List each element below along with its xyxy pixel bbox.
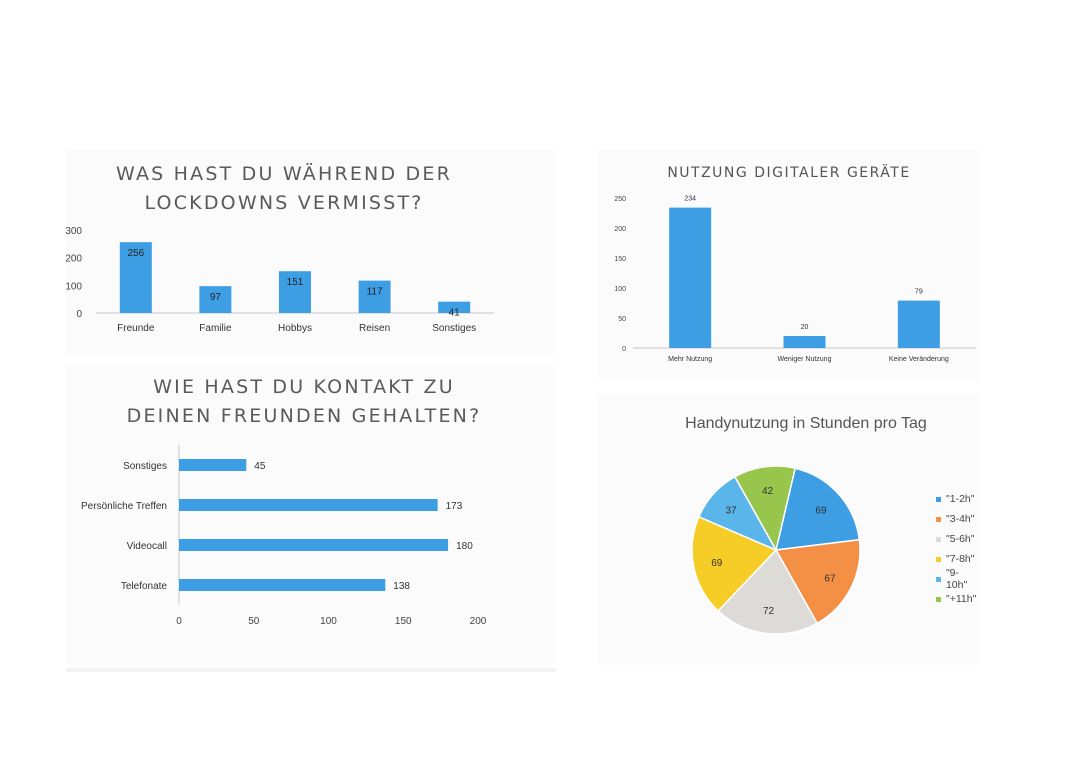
data-label: 41 <box>449 308 461 319</box>
legend-item: "7-8h" <box>936 549 980 569</box>
legend-item: "9-10h" <box>936 567 980 591</box>
slice-label: 69 <box>815 506 827 517</box>
y-tick-label: 150 <box>614 256 626 263</box>
bar <box>179 459 247 471</box>
x-tick-label: 0 <box>176 616 182 627</box>
x-tick-label: Mehr Nutzung <box>668 356 712 363</box>
y-tick-label: 100 <box>65 281 82 292</box>
bar <box>897 300 940 348</box>
y-tick-label: Sonstiges <box>123 461 167 472</box>
chart-title: NUTZUNG DIGITALER GERÄTE <box>667 165 911 181</box>
x-tick-label: Keine Veränderung <box>889 356 949 363</box>
bar <box>358 280 391 313</box>
legend-swatch <box>936 516 941 522</box>
y-tick-label: 300 <box>65 226 82 237</box>
y-tick-label: 0 <box>622 346 626 353</box>
legend-item: "3-4h" <box>936 509 980 529</box>
x-tick-label: 100 <box>320 616 337 627</box>
legend-swatch <box>936 496 941 502</box>
pie-slice <box>733 465 797 553</box>
x-tick-label: Familie <box>199 323 232 334</box>
x-tick-label: 200 <box>470 616 487 627</box>
bar <box>119 242 152 313</box>
bar <box>199 286 232 313</box>
legend-label: "5-6h" <box>946 533 975 545</box>
bar <box>669 207 712 348</box>
data-label: 20 <box>801 324 809 331</box>
data-label: 180 <box>456 541 473 552</box>
data-label: 97 <box>210 292 222 303</box>
legend-item: "1-2h" <box>936 489 980 509</box>
y-tick-label: 200 <box>65 254 82 265</box>
bar <box>279 271 311 313</box>
legend-item: "+11h" <box>936 589 980 609</box>
x-tick-label: Hobbys <box>278 323 312 334</box>
contact-chart-plot: 45 Sonstiges 173 Persönliche Treffen 180 Vide… <box>81 445 487 627</box>
legend-item: "5-6h" <box>936 529 980 549</box>
legend-label: "+11h" <box>946 593 977 605</box>
legend-swatch <box>936 556 941 562</box>
missed-chart: WAS HAST DU WÄHREND DER LOCKDOWNS VERMIS… <box>65 150 556 355</box>
pie-slice <box>717 548 819 635</box>
devices-chart: NUTZUNG DIGITALER GERÄTE 0 50 100 150 200 250… <box>598 150 980 380</box>
y-tick-label: Telefonate <box>121 581 168 592</box>
data-label: 117 <box>367 287 383 298</box>
legend-label: "9-10h" <box>945 567 968 591</box>
missed-chart-plot: 0 100 200 300 256 Freunde 97 Familie 151 Hobbys 11… <box>65 226 494 334</box>
legend-label: "3-4h" <box>946 513 975 525</box>
slice-label: 42 <box>762 486 774 497</box>
phone-chart: Handynutzung in Stunden pro Tag 69 67 72 69… <box>598 395 980 665</box>
data-label: 173 <box>446 501 463 512</box>
chart-title: Handynutzung in Stunden pro Tag <box>685 415 927 432</box>
x-tick-label: Weniger Nutzung <box>778 356 832 363</box>
pie-slice <box>775 467 861 551</box>
chart-legend: "1-2h" "3-4h" "5-6h" "7-8h" "9-10h" "+11h" <box>936 489 980 609</box>
x-tick-label: Sonstiges <box>432 323 476 334</box>
data-label: 256 <box>127 248 144 259</box>
legend-swatch <box>936 596 941 602</box>
data-label: 151 <box>287 277 304 288</box>
y-tick-label: Videocall <box>127 541 167 552</box>
data-label: 234 <box>684 196 696 203</box>
bar <box>179 499 438 511</box>
x-tick-label: 150 <box>395 616 412 627</box>
bar <box>179 539 449 551</box>
y-tick-label: 50 <box>618 316 626 323</box>
chart-title: WAS HAST DU WÄHREND DER LOCKDOWNS VERMIS… <box>116 163 452 214</box>
slice-label: 69 <box>711 558 723 569</box>
pie-slice <box>691 515 778 612</box>
bar <box>179 579 386 591</box>
legend-label: "1-2h" <box>946 493 975 505</box>
x-tick-label: 50 <box>248 616 260 627</box>
y-tick-label: 250 <box>614 196 626 203</box>
y-tick-label: 200 <box>614 226 626 233</box>
bar <box>438 301 471 313</box>
data-label: 79 <box>915 289 923 296</box>
y-tick-label: 0 <box>76 309 82 320</box>
scan-edge <box>66 668 556 672</box>
slice-label: 72 <box>763 606 775 617</box>
slice-label: 37 <box>725 506 737 517</box>
pie-slice <box>774 538 861 625</box>
devices-chart-plot: 0 50 100 150 200 250 234 Mehr Nutzung 20 Weniger … <box>614 196 976 363</box>
data-label: 138 <box>393 581 410 592</box>
phone-pie-plot: 69 67 72 69 37 42 <box>691 465 861 635</box>
legend-label: "7-8h" <box>946 553 975 565</box>
legend-swatch <box>936 576 941 582</box>
slice-label: 67 <box>824 573 836 584</box>
y-tick-label: Persönliche Treffen <box>81 501 167 512</box>
contact-chart: WIE HAST DU KONTAKT ZU DEINEN FREUNDEN G… <box>66 365 556 665</box>
legend-swatch <box>936 536 941 542</box>
chart-title: WIE HAST DU KONTAKT ZU DEINEN FREUNDEN G… <box>126 376 482 427</box>
x-tick-label: Freunde <box>117 323 155 334</box>
bar <box>783 336 826 348</box>
data-label: 45 <box>254 461 266 472</box>
y-tick-label: 100 <box>614 286 626 293</box>
x-tick-label: Reisen <box>359 323 390 334</box>
